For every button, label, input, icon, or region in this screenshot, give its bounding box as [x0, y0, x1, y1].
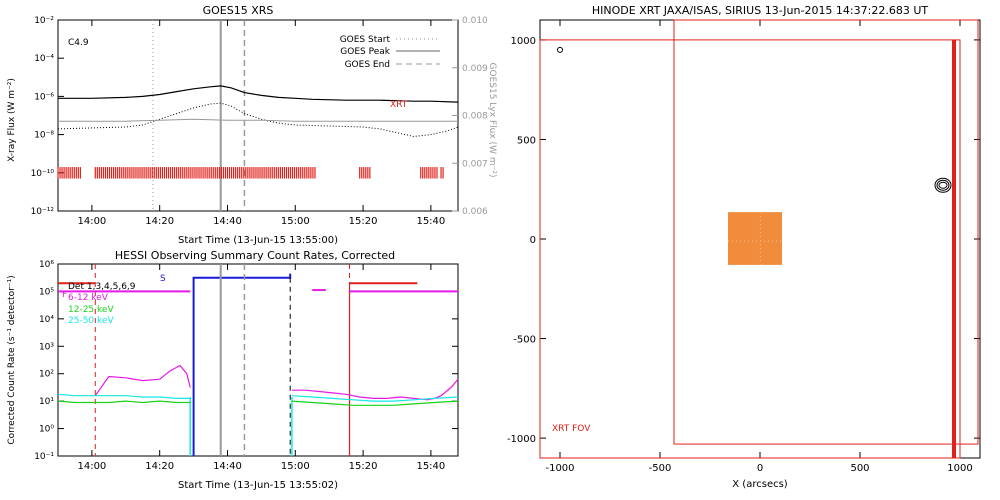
hessi-series [94, 364, 191, 397]
goes-xtick-label: 15:00 [281, 216, 310, 227]
goes-xrs-panel: GOES15 XRS 14:00 14:20 14:40 15:00 15:20 15:4… [7, 4, 497, 246]
goes-frame [57, 19, 459, 212]
hinode-xlabel: X (arcsecs) [732, 479, 788, 490]
goes-series-long [58, 85, 459, 103]
hinode-xrt-image-patch [728, 212, 782, 265]
goes-ytick-label: 10⁻⁸ [34, 131, 54, 141]
hessi-label-s: S [160, 274, 166, 284]
hessi-xtick-label: 15:40 [416, 461, 445, 472]
hessi-legend-det: Det 1,3,4,5,6,9 [68, 282, 136, 292]
hessi-attenuator-line [192, 273, 292, 456]
hinode-ytick-label: 1000 [511, 36, 536, 47]
hinode-fov-edge-bar [952, 39, 956, 459]
goes-y2tick-label: 0.010 [462, 16, 488, 26]
hessi-ylabel: Corrected Count Rate (s⁻¹ detector⁻¹) [7, 275, 17, 444]
goes-xlabel: Start Time (13-Jun-15 13:55:00) [178, 235, 338, 246]
hessi-ytick-label: 10¹ [39, 397, 54, 407]
hessi-series [291, 400, 459, 406]
hessi-series [57, 393, 191, 399]
hessi-ytick-label: 10³ [39, 342, 54, 352]
hinode-fov-box [673, 19, 979, 445]
hinode-ytick-label: 0 [530, 235, 536, 246]
goes-y2tick-label: 0.008 [462, 112, 488, 122]
hinode-plot-area: -1000 -500 0 500 1000 1000 500 0 -500 -1000 [507, 19, 981, 474]
hessi-xtick-label: 14:20 [145, 461, 174, 472]
hessi-legend-25-50: 25-50 keV [68, 316, 114, 326]
hessi-legend: Det 1,3,4,5,6,9 6-12 keV 12-25 keV 25-50… [68, 282, 136, 326]
hessi-xtick-label: 14:00 [77, 461, 106, 472]
hinode-ytick-label: -500 [513, 335, 536, 346]
goes-ytick-label: 10⁻² [34, 16, 54, 26]
hessi-xlabel: Start Time (13-Jun-15 13:55:02) [178, 480, 338, 491]
hinode-fov-label: XRT FOV [552, 424, 591, 434]
hinode-title: HINODE XRT JAXA/ISAS, SIRIUS 13-Jun-2015… [592, 4, 929, 17]
hessi-title: HESSI Observing Summary Count Rates, Cor… [115, 249, 395, 262]
goes-xtick-label: 15:20 [349, 216, 378, 227]
hinode-xtick-label: -500 [649, 463, 672, 474]
goes-ytick-label: 10⁻⁶ [34, 92, 54, 102]
goes-flare-class: C4.9 [68, 38, 89, 48]
goes-y2tick-label: 0.009 [462, 64, 488, 74]
hinode-xrt-panel: HINODE XRT JAXA/ISAS, SIRIUS 13-Jun-2015… [507, 4, 981, 490]
goes-y2tick-label: 0.007 [462, 159, 488, 169]
goes-ytick-label: 10⁻¹² [31, 207, 55, 217]
hessi-series [291, 378, 459, 401]
hessi-legend-6-12: 6-12 keV [68, 293, 109, 303]
hessi-frame [57, 263, 459, 457]
goes-legend: GOES Start GOES Peak GOES End [340, 35, 440, 70]
goes-series-lyx [58, 118, 458, 122]
hessi-ytick-label: 10⁻¹ [34, 452, 54, 462]
hessi-series [57, 400, 191, 404]
hessi-panel: HESSI Observing Summary Count Rates, Cor… [7, 249, 459, 491]
hinode-xtick-label: 500 [850, 463, 869, 474]
hinode-flare-contour [938, 181, 948, 189]
goes-title: GOES15 XRS [203, 4, 274, 17]
goes-legend-start: GOES Start [340, 35, 391, 45]
goes-y2label: GOES15 Lyx Flux (W m⁻²) [487, 63, 497, 178]
hinode-xtick-label: 0 [757, 463, 763, 474]
hinode-xtick-label: -1000 [545, 463, 574, 474]
hessi-ytick-label: 10² [39, 370, 54, 380]
hessi-xtick-label: 15:00 [281, 461, 310, 472]
hinode-ytick-label: -1000 [507, 434, 536, 445]
hessi-label-f: F [62, 290, 67, 300]
goes-xtick-label: 14:00 [77, 216, 106, 227]
hinode-outer-box [539, 39, 961, 459]
hinode-flare-contour [934, 177, 952, 193]
hessi-xtick-label: 15:20 [349, 461, 378, 472]
goes-legend-end: GOES End [345, 60, 390, 70]
goes-xtick-label: 14:20 [145, 216, 174, 227]
hinode-marker [557, 46, 563, 53]
goes-y2tick-label: 0.006 [462, 207, 488, 217]
goes-series-short [57, 102, 459, 138]
hessi-xtick-label: 14:40 [213, 461, 242, 472]
goes-ytick-label: 10⁻⁴ [34, 54, 54, 64]
hinode-ytick-label: 500 [517, 135, 536, 146]
goes-ytick-label: 10⁻¹⁰ [31, 169, 55, 179]
goes-xtick-label: 14:40 [213, 216, 242, 227]
hinode-xtick-label: 1000 [947, 463, 972, 474]
hessi-ytick-label: 10⁴ [39, 315, 54, 325]
goes-legend-peak: GOES Peak [340, 47, 390, 57]
goes-xrt-label: XRT [390, 100, 408, 110]
hessi-plot-area: 14:00 14:20 14:40 15:00 15:20 15:40 10⁶ 10⁵ 10⁴ 1… [34, 260, 459, 472]
goes-ylabel: X-ray Flux (W m⁻²) [7, 78, 17, 162]
hessi-ytick-label: 10⁶ [39, 260, 54, 270]
goes-xtick-label: 15:40 [416, 216, 445, 227]
hessi-ytick-label: 10⁰ [39, 425, 54, 435]
hessi-ytick-label: 10⁵ [39, 287, 54, 297]
hinode-flare-contour [936, 179, 950, 191]
hessi-legend-12-25: 12-25 keV [68, 305, 114, 315]
goes-plot-area: 14:00 14:20 14:40 15:00 15:20 15:40 10⁻² 10⁻⁴ 10… [31, 16, 488, 227]
hessi-series [291, 395, 459, 402]
